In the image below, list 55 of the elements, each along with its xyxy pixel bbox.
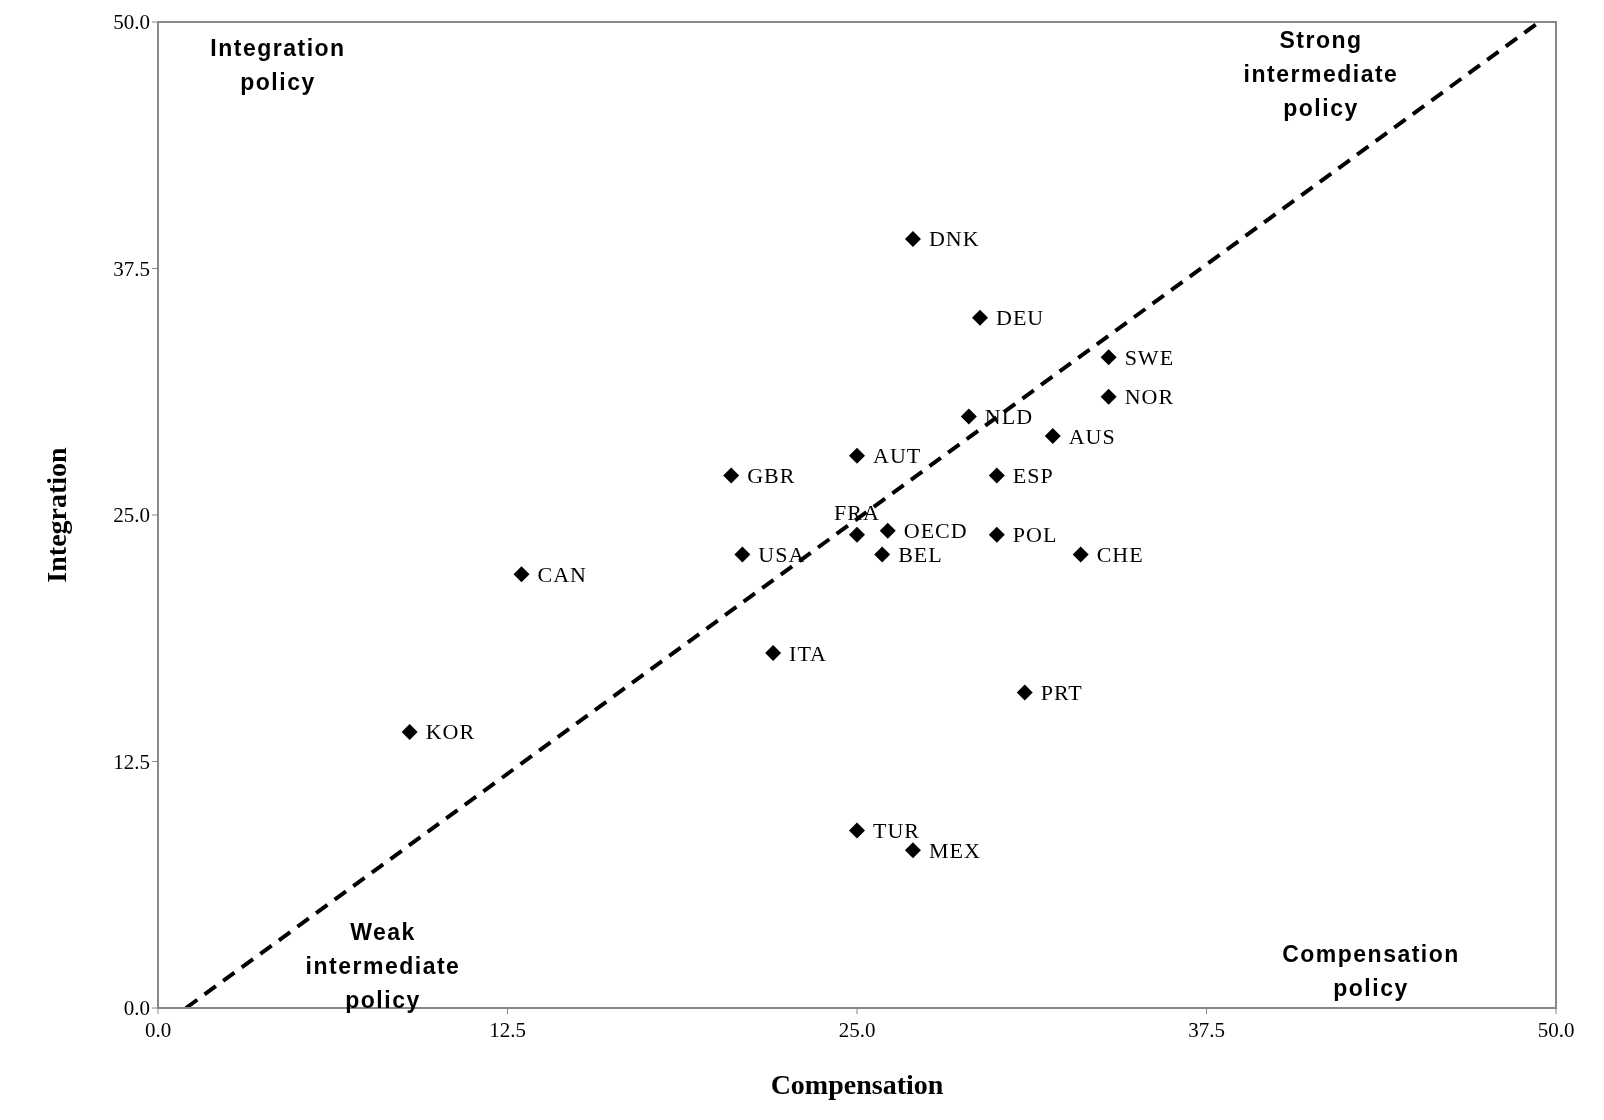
point xyxy=(849,822,865,839)
point xyxy=(1100,349,1117,366)
data-label: CHE xyxy=(1096,541,1144,567)
point xyxy=(723,467,740,484)
data-label: ITA xyxy=(789,640,828,666)
point xyxy=(1072,546,1089,563)
data-label: PRT xyxy=(1040,679,1083,705)
data-label: DEU xyxy=(996,305,1045,331)
x-tick-label: 12.5 xyxy=(489,1017,526,1042)
data-label: AUT xyxy=(873,443,922,469)
annotation: Integration policy xyxy=(210,35,346,95)
data-label: CAN xyxy=(537,561,587,587)
data-label: BEL xyxy=(898,541,943,567)
data-label: FRA xyxy=(834,500,880,526)
data-label: KOR xyxy=(425,719,476,745)
data-label: DNK xyxy=(928,226,980,252)
data-label: TUR xyxy=(873,818,920,844)
point xyxy=(972,309,989,326)
data-label: ESP xyxy=(1012,463,1054,489)
x-tick-label: 37.5 xyxy=(1188,1017,1225,1042)
data-label: AUS xyxy=(1068,423,1116,449)
data-label: USA xyxy=(758,541,806,567)
data-label: POL xyxy=(1012,522,1058,548)
y-axis-title: Integration xyxy=(40,446,72,583)
x-axis-title: Compensation xyxy=(770,1069,944,1100)
point xyxy=(1100,388,1117,405)
y-tick-label: 50.0 xyxy=(113,10,150,35)
annotation: Compensation policy xyxy=(1282,941,1460,1001)
data-label: MEX xyxy=(928,837,981,863)
data-label: GBR xyxy=(747,463,796,489)
point xyxy=(401,723,418,740)
y-tick-label: 12.5 xyxy=(113,749,150,774)
point xyxy=(1016,684,1033,701)
point xyxy=(734,546,751,563)
data-label: SWE xyxy=(1124,344,1175,370)
annotation: Weak intermediate policy xyxy=(305,919,461,1013)
point xyxy=(513,566,530,583)
point xyxy=(874,546,891,563)
point xyxy=(765,645,782,662)
y-tick-label: 37.5 xyxy=(113,256,150,281)
data-label: NOR xyxy=(1124,384,1175,410)
point xyxy=(849,526,865,543)
x-tick-label: 25.0 xyxy=(838,1017,876,1042)
point xyxy=(904,842,921,859)
y-tick-label: 25.0 xyxy=(113,503,150,528)
x-tick-label: 50.0 xyxy=(1537,1017,1575,1042)
annotation: Strong intermediate policy xyxy=(1243,27,1399,121)
point xyxy=(988,526,1005,543)
point xyxy=(879,522,896,539)
point xyxy=(849,447,865,464)
point xyxy=(960,408,977,425)
point xyxy=(988,467,1005,484)
point xyxy=(1044,428,1061,445)
point xyxy=(904,230,921,247)
data-label: OECD xyxy=(903,518,968,544)
